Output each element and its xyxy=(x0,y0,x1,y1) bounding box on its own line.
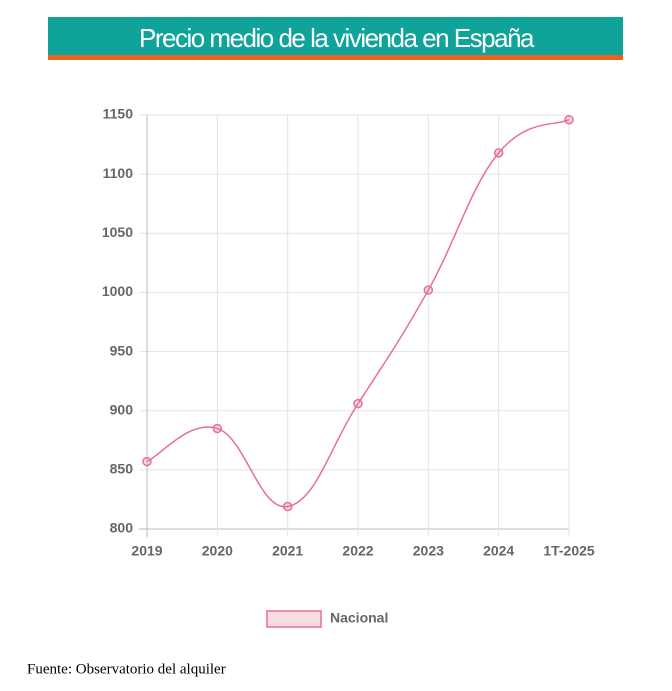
y-tick-label: 1150 xyxy=(103,106,134,122)
legend-swatch xyxy=(266,610,322,628)
chart-title: Precio medio de la vivienda en España xyxy=(139,23,535,53)
source: Fuente: Observatorio del alquiler xyxy=(27,661,226,677)
x-tick-label: 1T-2025 xyxy=(543,543,595,559)
y-tick-label: 950 xyxy=(110,342,134,358)
y-tick-label: 1100 xyxy=(103,165,134,181)
y-tick-label: 1050 xyxy=(102,224,133,240)
x-tick-label: 2019 xyxy=(131,543,162,559)
y-tick-label: 800 xyxy=(110,520,134,536)
point xyxy=(423,285,434,295)
y-tick-label: 900 xyxy=(110,401,134,417)
title-banner xyxy=(48,17,623,57)
point xyxy=(212,423,223,434)
y-tick-label: 1000 xyxy=(102,283,133,299)
x-tick-label: 2023 xyxy=(413,543,444,559)
legend-label: Nacional xyxy=(330,610,388,626)
point xyxy=(353,398,363,409)
point xyxy=(142,456,152,467)
x-tick-label: 2022 xyxy=(342,543,373,559)
y-tick-label: 850 xyxy=(110,461,134,477)
point xyxy=(564,114,574,125)
x-tick-label: 2021 xyxy=(272,543,303,559)
title-underline xyxy=(48,55,623,60)
x-tick-label: 2024 xyxy=(483,543,514,559)
point xyxy=(282,501,293,512)
x-tick-label: 2020 xyxy=(202,543,233,559)
point xyxy=(493,148,504,158)
